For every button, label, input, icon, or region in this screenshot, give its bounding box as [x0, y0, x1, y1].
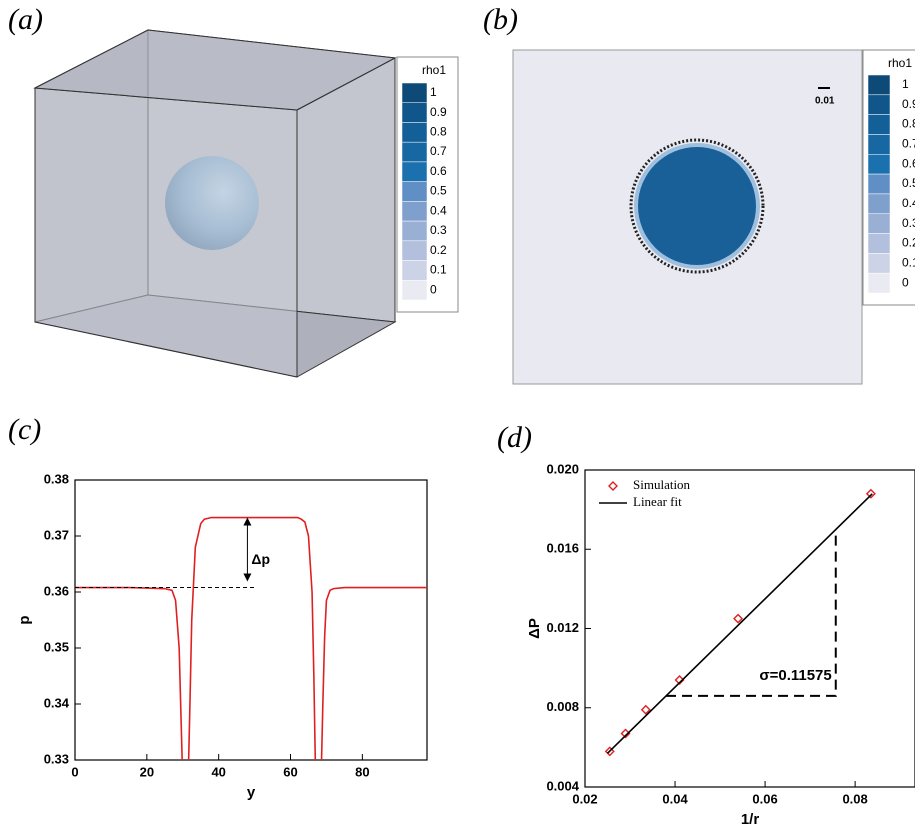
colorbar-label: 0.3 — [430, 223, 447, 237]
figure: (a) rho1 1 0.9 0.8 0.7 0.6 0.5 0.4 0.3 0.2 0.1 0 (b) r… — [0, 0, 915, 837]
colorbar-label: 0.5 — [902, 176, 915, 190]
colorbar-swatch — [402, 182, 427, 202]
plot-frame — [75, 480, 427, 760]
colorbar-swatch — [402, 280, 427, 300]
colorbar-label: 0.7 — [902, 137, 915, 151]
y-tick-label: 0.35 — [44, 639, 69, 654]
x-tick-label: 0.08 — [842, 791, 867, 806]
panel-label: (d) — [497, 421, 532, 454]
colorbar-swatch — [868, 174, 890, 194]
colorbar-label: 0.4 — [902, 196, 915, 210]
colorbar-label: 0.5 — [430, 184, 447, 198]
colorbar-swatch — [402, 142, 427, 162]
colorbar-swatch — [868, 234, 890, 254]
x-axis-label: 1/r — [741, 811, 760, 828]
colorbar-swatch — [868, 154, 890, 174]
y-axis-label: ΔP — [526, 618, 543, 639]
colorbar-swatch — [868, 253, 890, 273]
y-axis-label: p — [16, 615, 33, 624]
x-tick-label: 0.06 — [752, 791, 777, 806]
y-tick-label: 0.37 — [44, 527, 69, 542]
y-tick-label: 0.016 — [546, 541, 579, 556]
y-tick-label: 0.36 — [44, 583, 69, 598]
colorbar-label: 0.3 — [902, 216, 915, 230]
colorbar-label: 0.4 — [430, 203, 447, 217]
x-tick-label: 20 — [140, 764, 154, 779]
colorbar-swatch — [402, 122, 427, 142]
panel-label: (c) — [8, 413, 41, 446]
cube-front — [35, 88, 297, 377]
arrow-head — [243, 574, 251, 582]
colorbar-swatch — [868, 194, 890, 214]
x-tick-label: 0.02 — [572, 791, 597, 806]
colorbar-label: 0.2 — [902, 236, 915, 250]
x-tick-label: 40 — [211, 764, 225, 779]
x-tick-label: 0 — [71, 764, 78, 779]
colorbar-label: 0.1 — [902, 255, 915, 269]
panel-label: (b) — [483, 3, 518, 36]
colorbar-swatch — [402, 103, 427, 123]
colorbar-swatch — [868, 273, 890, 293]
arrow-head — [243, 518, 251, 526]
colorbar-label: 0.7 — [430, 144, 447, 158]
legend-label: Simulation — [633, 477, 691, 492]
colorbar-label: 0.6 — [902, 156, 915, 170]
delta-label: Δp — [251, 551, 270, 567]
colorbar-label: 0.8 — [902, 117, 915, 131]
colorbar-label: 1 — [902, 77, 909, 91]
colorbar-swatch — [868, 75, 890, 95]
legend-label: Linear fit — [633, 494, 682, 509]
y-tick-label: 0.34 — [44, 695, 70, 710]
panel-a-render — [35, 30, 395, 377]
x-tick-label: 60 — [283, 764, 297, 779]
x-tick-label: 80 — [355, 764, 369, 779]
panel-b-render — [513, 50, 862, 384]
panel-label: (a) — [8, 3, 43, 36]
colorbar-swatch — [868, 115, 890, 135]
colorbar-swatch — [402, 261, 427, 281]
colorbar-swatch — [868, 95, 890, 115]
sigma-label: σ=0.11575 — [759, 667, 831, 684]
colorbar-label: 0.8 — [430, 124, 447, 138]
colorbar-swatch — [868, 214, 890, 234]
colorbar-label: 0 — [430, 282, 437, 296]
colorbar-label: 0.2 — [430, 243, 447, 257]
colorbar-label: 0.6 — [430, 164, 447, 178]
colorbar-label: 0 — [902, 275, 909, 289]
colorbar-title: rho1 — [422, 63, 446, 77]
colorbar-swatch — [402, 201, 427, 221]
colorbar-swatch — [868, 134, 890, 154]
colorbar-swatch — [402, 241, 427, 261]
colorbar-label: 0.9 — [902, 97, 915, 111]
drop — [638, 147, 756, 265]
colorbar-title: rho1 — [888, 56, 912, 70]
colorbar-label: 0.9 — [430, 105, 447, 119]
y-tick-label: 0.004 — [546, 778, 579, 793]
y-tick-label: 0.020 — [546, 461, 579, 476]
colorbar-swatch — [402, 83, 427, 103]
colorbar-label: 0.1 — [430, 263, 447, 277]
colorbar-swatch — [402, 162, 427, 182]
x-tick-label: 0.04 — [662, 791, 688, 806]
marker — [867, 490, 875, 498]
reference-vector: 0.01 — [815, 96, 835, 107]
x-axis-label: y — [247, 784, 256, 801]
legend-marker — [609, 482, 617, 490]
marker — [734, 615, 742, 623]
y-tick-label: 0.008 — [546, 699, 579, 714]
colorbar-swatch — [402, 221, 427, 241]
colorbar-label: 1 — [430, 85, 437, 99]
plot-frame — [585, 470, 915, 787]
fit-line — [608, 494, 873, 754]
y-tick-label: 0.33 — [44, 751, 69, 766]
y-tick-label: 0.38 — [44, 471, 69, 486]
y-tick-label: 0.012 — [546, 620, 579, 635]
